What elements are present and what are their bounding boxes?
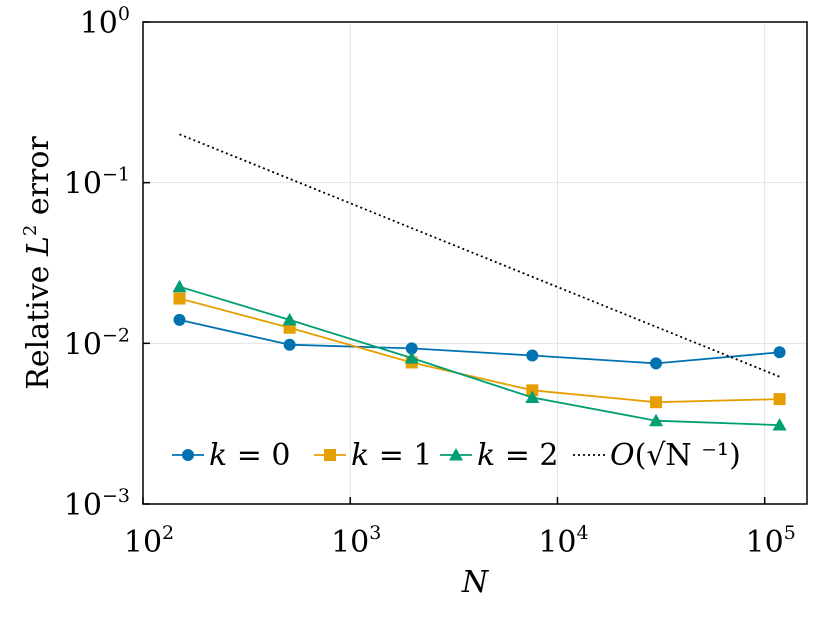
y-tick-label-2: 10−2: [64, 324, 130, 362]
legend-label-0: k = 0: [209, 438, 291, 473]
legend-label-3-argument: (√N ⁻¹): [635, 438, 741, 473]
legend-entry-1: k = 1: [314, 438, 433, 473]
x-tick-label-2-exponent: 4: [577, 522, 589, 544]
series-2-point-0: [172, 279, 187, 293]
series-2-point-5: [772, 418, 787, 431]
x-tick-label-0-base: 10: [124, 525, 162, 560]
x-tick-labels: 102 103 104 105: [124, 522, 796, 560]
y-axis-label-symbol: L: [21, 236, 56, 257]
y-axis-label-superscript: 2: [20, 225, 41, 236]
legend-label-3: O(√N ⁻¹): [610, 438, 741, 473]
series-0-line: [179, 319, 780, 365]
legend-label-0-value: 0: [271, 438, 290, 473]
series-0: [173, 313, 786, 370]
x-tick-label-1-base: 10: [331, 525, 369, 560]
series-2-point-3: [525, 390, 540, 404]
y-tick-label-3-exponent: −3: [102, 485, 130, 507]
legend-label-2: k = 2: [477, 438, 559, 473]
tick-marks: [142, 21, 766, 505]
y-axis-label-prefix: Relative: [21, 256, 56, 390]
svg-text:Relative L2 error: Relative L2 error: [20, 136, 56, 390]
y-tick-label-3-base: 10: [64, 488, 102, 523]
y-tick-label-0-exponent: 0: [118, 3, 130, 25]
y-axis-label: Relative L2 error: [20, 136, 56, 390]
legend-label-2-value: 2: [539, 438, 558, 473]
y-tick-label-1-base: 10: [64, 167, 102, 202]
series-0-point-3: [526, 349, 539, 362]
y-axis-label-suffix: error: [21, 136, 56, 225]
legend-label-0-equals: =: [227, 438, 271, 473]
x-tick-label-0: 102: [124, 522, 174, 560]
x-tick-label-0-exponent: 2: [162, 522, 174, 544]
series-1-point-3: [526, 384, 539, 397]
y-tick-label-0-base: 10: [80, 6, 118, 41]
legend-label-1-value: 1: [413, 438, 432, 473]
series-layer: [172, 133, 787, 431]
legend-entry-0: k = 0: [172, 438, 291, 473]
legend-label-1-equals: =: [369, 438, 413, 473]
legend-label-1: k = 1: [351, 438, 433, 473]
x-tick-label-1-exponent: 3: [369, 522, 381, 544]
series-0-point-4: [650, 357, 663, 370]
legend-label-1-variable: k: [351, 438, 369, 473]
x-axis-label: N: [461, 565, 490, 600]
legend-marker-1: [324, 449, 336, 461]
plot-frame: [142, 21, 808, 505]
series-1-point-0: [173, 292, 186, 305]
y-tick-label-1: 10−1: [64, 164, 130, 202]
x-tick-label-3: 105: [746, 522, 796, 560]
x-tick-label-2-base: 10: [538, 525, 576, 560]
series-2: [172, 279, 787, 431]
series-1-line: [179, 297, 780, 404]
x-tick-label-1: 103: [331, 522, 381, 560]
series-0-point-5: [773, 346, 786, 359]
legend-label-0-variable: k: [209, 438, 227, 473]
series-0-point-0: [173, 313, 186, 326]
x-tick-label-2: 104: [538, 522, 588, 560]
legend-label-3-symbol: O: [610, 438, 635, 473]
y-tick-label-2-exponent: −2: [102, 324, 130, 346]
legend-label-2-equals: =: [495, 438, 539, 473]
series-1: [173, 292, 786, 409]
series-1-point-4: [650, 396, 663, 409]
legend-marker-2: [449, 448, 463, 461]
legend-entry-2: k = 2: [440, 438, 559, 473]
x-tick-label-3-exponent: 5: [784, 522, 796, 544]
legend-marker-0: [182, 449, 194, 461]
series-0-point-1: [283, 338, 296, 351]
y-tick-label-3: 10−3: [64, 485, 130, 523]
y-tick-label-1-exponent: −1: [102, 164, 130, 186]
series-2-point-4: [649, 413, 664, 427]
series-2-point-1: [282, 312, 297, 326]
y-tick-label-0: 100: [80, 3, 130, 41]
series-2-line: [179, 285, 780, 426]
x-tick-label-3-base: 10: [746, 525, 784, 560]
series-2-point-2: [404, 351, 419, 364]
legend-label-2-variable: k: [477, 438, 495, 473]
legend-entry-3: O(√N ⁻¹): [573, 438, 741, 473]
y-tick-label-2-base: 10: [64, 327, 102, 362]
series-0-point-2: [405, 342, 418, 355]
series-1-point-5: [773, 393, 786, 406]
